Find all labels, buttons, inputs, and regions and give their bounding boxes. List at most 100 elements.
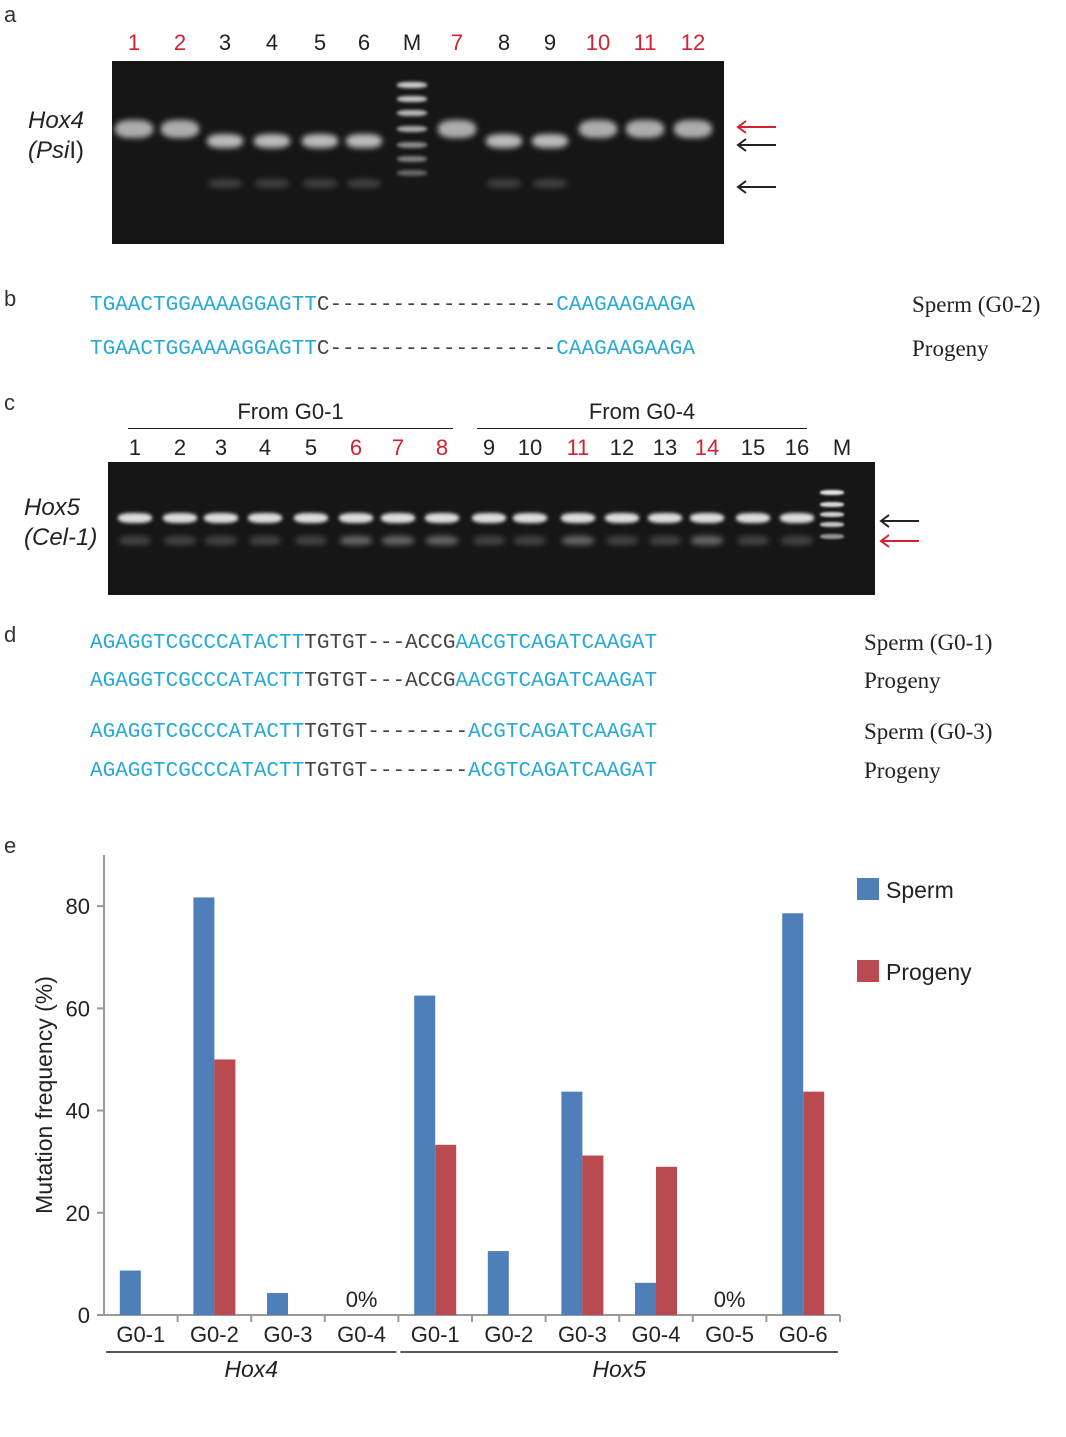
bar-chart: 0 20 40 60 80 Mutation frequency (%) G0-1 G0-2 G…: [31, 855, 972, 1382]
lane-label: 10: [585, 30, 611, 55]
gel-band: [255, 178, 289, 188]
sequence-row: TGAACTGGAAAAGGAGTTC------------------CAA…: [90, 338, 695, 361]
sequence-label: Sperm (G0-1): [864, 630, 993, 655]
panel-label-d: d: [4, 622, 17, 647]
gel-band: [736, 513, 770, 523]
gel-band: [164, 535, 196, 545]
gel-band: [562, 535, 594, 545]
legend-label: Sperm: [886, 877, 954, 903]
gel-band: [397, 142, 427, 148]
gel-image-a: [112, 61, 724, 244]
gel-c-gene-label: Hox5 (Cel-1): [24, 493, 97, 553]
black-arrow-icon: [736, 138, 776, 152]
gel-band: [737, 535, 769, 545]
gel-band: [119, 535, 151, 545]
gel-band: [382, 535, 414, 545]
panel-label-b: b: [4, 286, 17, 311]
bar-progeny: [803, 1091, 825, 1315]
gel-band: [486, 134, 522, 148]
lane-label: 11: [633, 30, 657, 55]
gel-band: [626, 120, 664, 138]
gel-band: [780, 513, 814, 523]
x-tick-label: G0-3: [558, 1322, 607, 1347]
gel-a-gene-label: Hox4 (PsiI): [28, 106, 84, 166]
gel-band: [425, 513, 459, 523]
lane-label: 2: [173, 30, 187, 55]
bar-progeny: [435, 1144, 457, 1315]
gel-band: [397, 110, 427, 116]
red-arrow-icon: [879, 534, 919, 548]
x-tick-label: G0-1: [116, 1322, 165, 1347]
group-bracket: [477, 428, 807, 429]
lane-label: 3: [218, 30, 232, 55]
gel-band: [254, 134, 290, 148]
black-arrow-icon: [879, 514, 919, 528]
y-tick-label: 40: [66, 1099, 90, 1124]
gel-band: [397, 126, 427, 132]
red-arrow-icon: [736, 120, 776, 134]
gel-band: [397, 82, 427, 88]
x-tick-label: G0-5: [705, 1322, 754, 1347]
lane-label: 5: [313, 30, 327, 55]
gel-band: [820, 501, 844, 507]
gel-band: [161, 120, 199, 138]
bar-progeny: [656, 1166, 677, 1315]
bar-progeny: [214, 1059, 236, 1315]
enzyme-name: (Cel-1): [24, 524, 98, 551]
lane-label: 7: [391, 435, 405, 460]
x-tick-label: G0-2: [190, 1322, 239, 1347]
lane-label: 12: [609, 435, 635, 460]
gel-band: [207, 134, 243, 148]
y-axis-label: Mutation frequency (%): [31, 976, 57, 1214]
black-arrow-icon: [736, 180, 776, 194]
lane-label: 3: [214, 435, 228, 460]
zero-annotation: 0%: [714, 1287, 746, 1312]
gel-band: [513, 513, 547, 523]
gel-band: [294, 513, 328, 523]
bar-sperm: [487, 1251, 509, 1315]
gel-band: [118, 513, 152, 523]
lane-label: 11: [566, 435, 590, 460]
enzyme-name: (PsiI): [28, 137, 85, 164]
sequence-row: AGAGGTCGCCCATACTTTGTGT---ACCGAACGTCAGATC…: [90, 632, 658, 655]
bar-sperm: [561, 1091, 583, 1315]
lane-label: 4: [265, 30, 279, 55]
gel-band: [340, 535, 372, 545]
bar-sperm: [193, 897, 215, 1315]
legend-label: Progeny: [886, 959, 972, 985]
x-tick-label: G0-4: [632, 1322, 681, 1347]
x-tick-label: G0-4: [337, 1322, 386, 1347]
gel-band: [295, 535, 327, 545]
lane-label: 5: [304, 435, 318, 460]
gel-band: [820, 521, 844, 527]
gel-band: [487, 178, 521, 188]
group-label-g0-1: From G0-1: [237, 399, 344, 424]
gel-band: [514, 535, 546, 545]
lane-label: M: [402, 30, 422, 55]
y-tick-label: 0: [78, 1303, 90, 1328]
zero-annotation: 0%: [346, 1287, 378, 1312]
lane-label: M: [832, 435, 852, 460]
gel-band: [820, 511, 844, 517]
y-tick-label: 60: [66, 996, 90, 1021]
lane-label: 8: [497, 30, 511, 55]
panel-label-e: e: [4, 833, 17, 858]
lane-label: 14: [694, 435, 720, 460]
gel-band: [438, 120, 476, 138]
x-tick-label: G0-6: [779, 1322, 828, 1347]
bar-progeny: [582, 1155, 604, 1315]
gel-band: [163, 513, 197, 523]
gel-band: [208, 178, 242, 188]
lane-label: 13: [652, 435, 678, 460]
gel-band: [472, 513, 506, 523]
gel-band: [579, 120, 617, 138]
gel-band: [205, 535, 237, 545]
gel-band: [691, 535, 723, 545]
gene-name: Hox4: [28, 107, 85, 134]
lane-label: 9: [543, 30, 557, 55]
bar-sperm: [119, 1270, 141, 1315]
sequence-row: AGAGGTCGCCCATACTTTGTGT--------ACGTCAGATC…: [90, 760, 658, 783]
lane-label: 4: [258, 435, 272, 460]
lane-label: 9: [482, 435, 496, 460]
gel-band: [397, 156, 427, 162]
